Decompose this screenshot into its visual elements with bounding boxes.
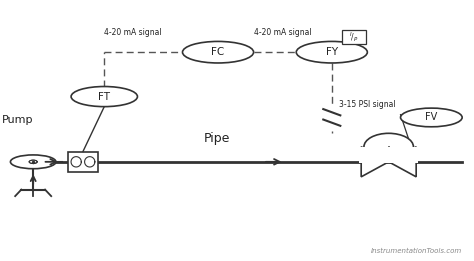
- Ellipse shape: [182, 41, 254, 63]
- Text: Pump: Pump: [2, 115, 34, 125]
- Bar: [359, 147, 418, 163]
- Bar: [342, 30, 366, 44]
- Ellipse shape: [364, 133, 413, 160]
- Text: FC: FC: [211, 47, 225, 57]
- Text: $^I/_P$: $^I/_P$: [349, 30, 359, 44]
- Ellipse shape: [71, 86, 137, 107]
- Bar: [67, 152, 98, 172]
- Text: FY: FY: [326, 47, 338, 57]
- Text: 4-20 mA signal: 4-20 mA signal: [254, 28, 311, 37]
- Polygon shape: [389, 147, 416, 177]
- Ellipse shape: [296, 41, 367, 63]
- Text: 3-15 PSI signal: 3-15 PSI signal: [339, 100, 395, 109]
- Text: FT: FT: [98, 92, 110, 102]
- Text: 4-20 mA signal: 4-20 mA signal: [103, 28, 161, 37]
- Text: FV: FV: [425, 112, 438, 122]
- Ellipse shape: [401, 108, 462, 127]
- Polygon shape: [361, 147, 389, 177]
- Ellipse shape: [10, 155, 56, 169]
- Text: InstrumentationTools.com: InstrumentationTools.com: [371, 248, 462, 254]
- Text: Pipe: Pipe: [204, 132, 230, 145]
